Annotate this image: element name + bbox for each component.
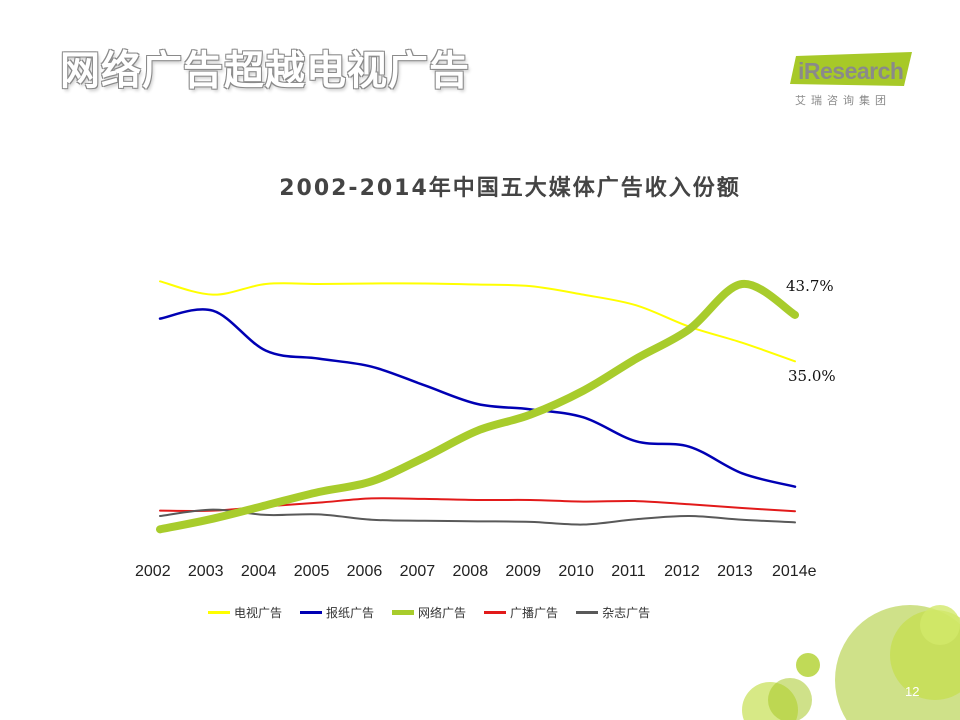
- x-tick-label: 2003: [188, 563, 224, 580]
- x-tick-label: 2011: [611, 563, 646, 580]
- legend-item: 报纸广告: [300, 604, 374, 621]
- legend-swatch: [392, 610, 415, 615]
- x-tick-label: 2012: [664, 563, 700, 580]
- logo-subtitle: 艾瑞咨询集团: [795, 94, 891, 107]
- series-line-5: [159, 508, 796, 526]
- legend-swatch: [300, 611, 323, 614]
- legend-item: 网络广告: [392, 604, 466, 621]
- logo-tag-shape: [790, 52, 912, 86]
- x-tick-label: 2010: [558, 563, 594, 580]
- slide-title: 网络广告超越电视广告: [60, 48, 470, 94]
- legend-label: 杂志广告: [602, 606, 651, 620]
- chart-legend: 电视广告 报纸广告 网络广告 广播广告 杂志广告: [208, 604, 650, 621]
- x-tick-label: 2005: [294, 563, 330, 580]
- page-number: 12: [905, 684, 920, 699]
- chart-title: 2002-2014年中国五大媒体广告收入份额: [279, 176, 741, 201]
- legend-label: 电视广告: [234, 606, 283, 620]
- legend-swatch: [484, 611, 507, 614]
- legend-label: 广播广告: [510, 606, 559, 620]
- legend-label: 报纸广告: [326, 606, 375, 620]
- x-tick-label: 2009: [505, 563, 541, 580]
- legend-item: 广播广告: [484, 604, 558, 621]
- x-tick-label: 2006: [347, 563, 383, 580]
- legend-label: 网络广告: [418, 606, 467, 620]
- x-tick-label: 2013: [717, 563, 753, 580]
- series-line-2: [158, 308, 797, 488]
- legend-swatch: [208, 611, 230, 614]
- data-label: 43.7%: [786, 277, 834, 295]
- x-tick-label: 2004: [241, 563, 277, 580]
- legend-item: 杂志广告: [576, 604, 650, 621]
- logo-brand: iResearch: [798, 58, 904, 84]
- legend-swatch: [576, 611, 599, 614]
- legend-item: 电视广告: [208, 604, 282, 621]
- x-tick-label: 2002: [135, 563, 171, 580]
- data-label: 35.0%: [788, 367, 836, 385]
- x-tick-label: 2014e: [772, 563, 817, 580]
- series-line-3: [156, 279, 799, 534]
- x-tick-label: 2007: [400, 563, 436, 580]
- x-tick-label: 2008: [453, 563, 489, 580]
